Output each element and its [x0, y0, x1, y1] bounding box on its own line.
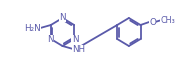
Text: N: N	[59, 12, 66, 22]
Text: CH₃: CH₃	[160, 15, 175, 25]
Text: NH: NH	[72, 45, 85, 54]
Text: N: N	[47, 35, 53, 44]
Text: H₂N: H₂N	[24, 24, 41, 33]
Text: O: O	[149, 17, 156, 27]
Text: N: N	[72, 35, 78, 44]
